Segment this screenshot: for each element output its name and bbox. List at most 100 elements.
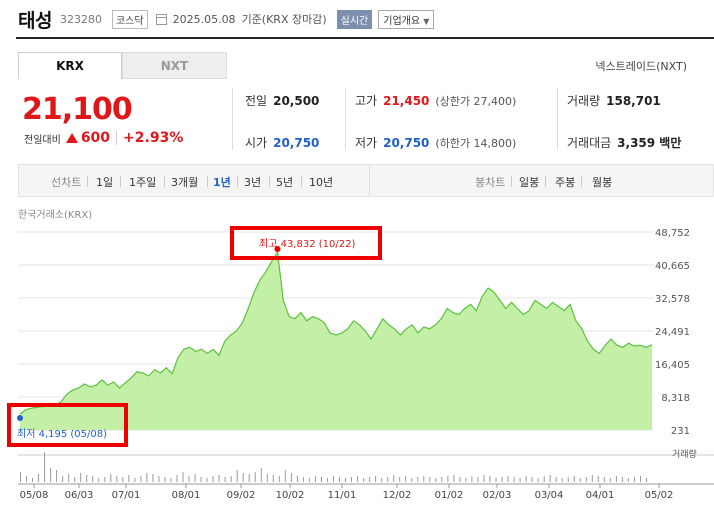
y-tick-label: 24,491 — [655, 327, 690, 338]
volume-bar — [200, 477, 202, 482]
volume-bar — [314, 476, 316, 482]
stat-prev-close: 전일 20,500 — [245, 92, 319, 109]
period-divider — [511, 176, 512, 187]
volume-bar — [92, 476, 94, 482]
price-area-fill — [20, 252, 652, 430]
volume-bar — [459, 477, 461, 482]
price-line — [19, 250, 653, 415]
volume-bar — [621, 477, 623, 482]
volume-bar — [248, 474, 250, 482]
volume-bar — [561, 478, 563, 482]
x-tick-label: 05/08 — [20, 490, 49, 501]
period-5y[interactable]: 5년 — [276, 176, 294, 189]
candle-weekly[interactable]: 주봉 — [555, 176, 576, 189]
volume-bar — [585, 477, 587, 482]
stock-code: 323280 — [59, 12, 102, 26]
volume-bar — [417, 477, 419, 482]
volume-bar — [56, 470, 58, 482]
y-axis-ticks: 48,752 40,665 32,578 24,491 16,405 8,318 231 — [655, 228, 690, 437]
y-tick-label: 40,665 — [655, 261, 690, 272]
period-3m[interactable]: 3개월 — [171, 176, 199, 189]
exchange-label: 한국거래소(KRX) — [18, 210, 93, 221]
volume-bar — [224, 477, 226, 482]
period-divider — [301, 176, 302, 187]
stat-label: 전일 — [245, 94, 268, 108]
volume-bar — [170, 478, 172, 482]
corp-info-dropdown[interactable]: 기업개요 ▼ — [378, 9, 435, 29]
stat-amount: 거래대금 3,359 백만 — [567, 134, 681, 151]
volume-bar — [633, 477, 635, 482]
x-axis-ticks: 05/08 06/03 07/01 08/01 09/02 10/02 11/01 12/02… — [20, 484, 673, 501]
volume-bar — [519, 478, 521, 482]
period-1w[interactable]: 1주일 — [129, 176, 157, 189]
volume-bar — [104, 477, 106, 482]
candle-monthly[interactable]: 월봉 — [592, 176, 613, 189]
period-3y[interactable]: 3년 — [244, 176, 262, 189]
volume-bar — [441, 477, 443, 482]
volume-bar — [567, 477, 569, 482]
stat-label: 거래대금 — [567, 136, 612, 150]
volume-bar — [549, 475, 551, 482]
x-tick-label: 07/01 — [112, 490, 141, 501]
volume-bar — [206, 478, 208, 482]
high-annotation-box — [230, 226, 382, 260]
volume-bar — [543, 476, 545, 482]
volume-bar — [387, 477, 389, 482]
volume-bar — [140, 476, 142, 482]
volume-bar — [158, 476, 160, 482]
header-divider — [16, 37, 714, 39]
volume-bar — [278, 476, 280, 482]
y-tick-label: 16,405 — [655, 360, 690, 371]
volume-bar — [98, 478, 100, 482]
volume-bar — [284, 470, 286, 482]
stat-open: 시가 20,750 — [245, 134, 319, 151]
volume-bar — [236, 470, 238, 482]
stat-low: 저가 20,750 (하한가 14,800) — [355, 134, 516, 151]
volume-bar — [579, 478, 581, 482]
volume-bar — [489, 476, 491, 482]
volume-bar — [375, 476, 377, 482]
stat-value: 158,701 — [606, 94, 661, 108]
nextrade-link[interactable]: 넥스트레이드(NXT) — [595, 60, 687, 73]
change-label: 전일대비 — [24, 134, 61, 146]
y-tick-label: 32,578 — [655, 294, 690, 305]
volume-bar — [188, 476, 190, 482]
period-1y[interactable]: 1년 — [213, 176, 231, 189]
volume-bar — [345, 478, 346, 482]
volume-bar — [152, 474, 154, 482]
volume-bar — [591, 475, 593, 482]
stat-label: 시가 — [245, 136, 268, 150]
period-divider — [237, 176, 238, 187]
market-badge: 코스닥 — [111, 9, 148, 29]
volume-bar — [68, 474, 70, 482]
volume-bar — [26, 476, 27, 482]
stat-volume: 거래량 158,701 — [567, 92, 661, 109]
volume-bar — [327, 478, 328, 482]
volume-bar — [164, 477, 166, 482]
x-tick-label: 04/01 — [586, 490, 615, 501]
x-tick-label: 03/04 — [535, 490, 564, 501]
x-tick-label: 09/02 — [227, 490, 256, 501]
tab-krx[interactable]: KRX — [18, 52, 122, 79]
low-annotation-box — [7, 403, 128, 447]
stats-divider — [232, 88, 233, 150]
tab-nxt[interactable]: NXT — [122, 52, 227, 79]
period-divider — [545, 176, 546, 187]
period-1d[interactable]: 1일 — [96, 176, 114, 189]
candle-daily[interactable]: 일봉 — [519, 176, 540, 189]
volume-bar — [212, 476, 214, 482]
x-tick-label: 02/03 — [483, 490, 512, 501]
period-10y[interactable]: 10년 — [309, 176, 334, 189]
period-bar-divider — [369, 165, 370, 196]
price-chart[interactable]: 48,752 40,665 32,578 24,491 16,405 8,318 231 거… — [0, 218, 714, 512]
volume-bar — [531, 477, 533, 482]
change-divider — [116, 131, 118, 145]
chevron-down-icon: ▼ — [423, 16, 430, 26]
volume-bar — [146, 473, 148, 482]
volume-bar — [369, 477, 371, 482]
volume-bar — [32, 478, 33, 482]
volume-bar — [44, 452, 46, 482]
volume-bar — [513, 477, 515, 482]
realtime-button[interactable]: 실시간 — [336, 9, 373, 29]
x-tick-label: 01/02 — [435, 490, 464, 501]
